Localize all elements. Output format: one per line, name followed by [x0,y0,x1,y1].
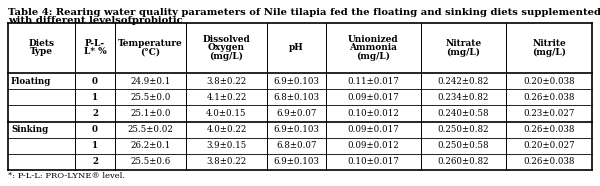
Text: 26.2±0.1: 26.2±0.1 [130,141,170,150]
Text: 4.0±0.22: 4.0±0.22 [206,125,247,134]
Text: 1: 1 [92,141,98,150]
Text: Ammonia: Ammonia [350,44,397,52]
Text: 6.9±0.07: 6.9±0.07 [277,109,317,118]
Text: pH: pH [289,44,304,52]
Text: 4.0±0.15: 4.0±0.15 [206,109,247,118]
Text: 25.1±0.0: 25.1±0.0 [130,109,171,118]
Text: (mg/L): (mg/L) [446,47,481,57]
Text: 0.260±0.82: 0.260±0.82 [437,157,490,166]
Text: 6.9±0.103: 6.9±0.103 [274,125,319,134]
Text: 4.1±0.22: 4.1±0.22 [206,93,247,102]
Text: 0.250±0.58: 0.250±0.58 [437,141,490,150]
Text: Type: Type [30,47,53,57]
Text: 0.234±0.82: 0.234±0.82 [438,93,489,102]
Text: Table 4: Rearing water quality parameters of Nile tilapia fed the floating and s: Table 4: Rearing water quality parameter… [8,8,600,17]
Text: 3.9±0.15: 3.9±0.15 [206,141,247,150]
Text: 2: 2 [92,109,98,118]
Text: 0.250±0.82: 0.250±0.82 [437,125,490,134]
Text: *: P-L-L: PRO-LYNE® level.: *: P-L-L: PRO-LYNE® level. [8,172,125,180]
Text: 6.9±0.103: 6.9±0.103 [274,157,319,166]
Text: 0.11±0.017: 0.11±0.017 [347,77,400,86]
Text: 0.20±0.038: 0.20±0.038 [523,77,575,86]
Text: (°C): (°C) [140,47,161,57]
Text: L* %: L* % [83,47,106,57]
Text: Nitrate: Nitrate [445,39,482,49]
Text: 25.5±0.6: 25.5±0.6 [130,157,170,166]
Text: P-L-: P-L- [85,39,105,49]
Text: 0.23±0.027: 0.23±0.027 [523,109,575,118]
Text: 0.26±0.038: 0.26±0.038 [523,157,575,166]
Text: 0.26±0.038: 0.26±0.038 [523,93,575,102]
Text: Floating: Floating [11,77,52,86]
Text: 0.26±0.038: 0.26±0.038 [523,125,575,134]
Text: 6.9±0.103: 6.9±0.103 [274,77,319,86]
Text: 0.10±0.017: 0.10±0.017 [347,157,400,166]
Text: 6.8±0.07: 6.8±0.07 [276,141,317,150]
Text: 0.240±0.58: 0.240±0.58 [437,109,490,118]
Text: Sinking: Sinking [11,125,48,134]
Text: 0.20±0.027: 0.20±0.027 [523,141,575,150]
Text: 24.9±0.1: 24.9±0.1 [130,77,170,86]
Text: 0: 0 [92,77,98,86]
Text: 0.09±0.012: 0.09±0.012 [347,141,400,150]
Text: 0.09±0.017: 0.09±0.017 [347,125,400,134]
Text: (mg/L): (mg/L) [209,52,244,61]
Text: 0: 0 [92,125,98,134]
Text: (mg/L): (mg/L) [532,47,566,57]
Text: 3.8±0.22: 3.8±0.22 [206,77,247,86]
Text: 25.5±0.02: 25.5±0.02 [128,125,173,134]
Text: Temperature: Temperature [118,39,183,49]
Text: 3.8±0.22: 3.8±0.22 [206,157,247,166]
Text: 0.242±0.82: 0.242±0.82 [438,77,489,86]
Text: 1: 1 [92,93,98,102]
Text: 0.10±0.012: 0.10±0.012 [347,109,400,118]
Text: 25.5±0.0: 25.5±0.0 [130,93,170,102]
Text: Diets: Diets [29,39,55,49]
Text: Oxygen: Oxygen [208,44,245,52]
Text: with different levelsofprobiotic: with different levelsofprobiotic [8,16,182,25]
Text: Dissolved: Dissolved [203,36,250,44]
Text: 0.09±0.017: 0.09±0.017 [347,93,400,102]
Text: 2: 2 [92,157,98,166]
Text: 6.8±0.103: 6.8±0.103 [274,93,320,102]
Text: Nitrite: Nitrite [532,39,566,49]
Text: (mg/L): (mg/L) [356,52,391,61]
Text: Unionized: Unionized [348,36,399,44]
